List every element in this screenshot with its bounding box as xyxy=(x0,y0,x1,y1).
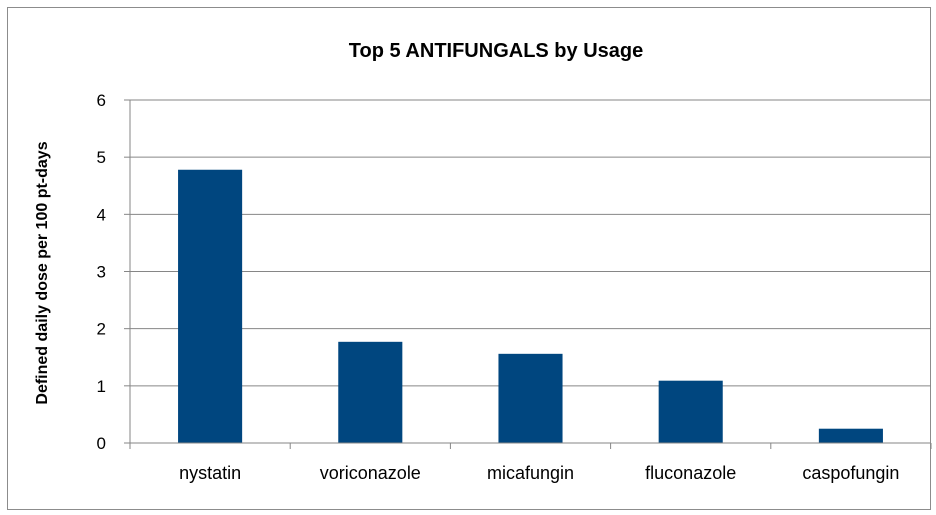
y-tick-label: 5 xyxy=(97,148,106,167)
x-tick-label: voriconazole xyxy=(320,463,421,483)
chart-frame xyxy=(7,7,931,510)
bar xyxy=(338,341,403,443)
y-axis-label: Defined daily dose per 100 pt-days xyxy=(34,141,51,404)
y-tick-labels: 0 1 2 3 4 5 6 xyxy=(97,91,106,453)
x-tick-label: nystatin xyxy=(179,463,241,483)
chart-title: Top 5 ANTIFUNGALS by Usage xyxy=(349,40,643,62)
bar xyxy=(178,169,243,443)
y-tick-label: 1 xyxy=(97,377,106,396)
y-tick-label: 3 xyxy=(97,263,106,282)
y-tick-label: 6 xyxy=(97,91,106,110)
x-tick-label: fluconazole xyxy=(645,463,736,483)
bar xyxy=(498,353,563,443)
y-tick-label: 2 xyxy=(97,320,106,339)
y-tick-label: 0 xyxy=(97,434,106,453)
y-tick-label: 4 xyxy=(97,205,106,224)
x-tick-label: caspofungin xyxy=(802,463,899,483)
bar xyxy=(658,380,723,443)
x-tick-label: micafungin xyxy=(487,463,574,483)
bar xyxy=(818,428,883,443)
bars xyxy=(178,169,883,443)
axes xyxy=(124,99,932,449)
gridlines xyxy=(130,99,931,387)
x-tick-labels: nystatin voriconazole micafungin fluconazol… xyxy=(179,463,899,483)
